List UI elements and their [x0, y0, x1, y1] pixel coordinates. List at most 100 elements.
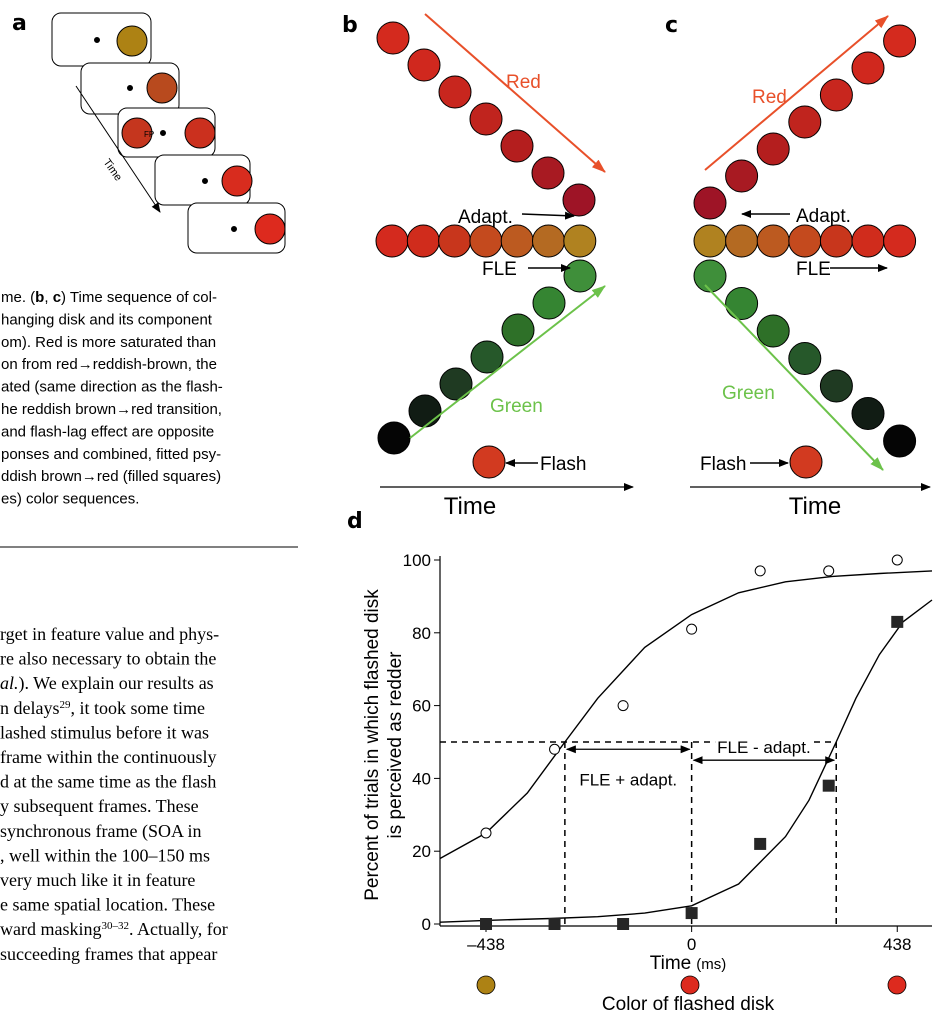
text-segment: ddish brown→red (filled squares)	[1, 468, 221, 485]
disk	[440, 368, 472, 400]
text-segment: . Actually, for	[129, 919, 228, 939]
disk	[563, 184, 595, 216]
text-segment: rget in feature value and phys-	[0, 624, 219, 644]
y-axis-label: Percent of trials in which flashed disk	[362, 589, 383, 901]
disk	[884, 425, 916, 457]
green-label: Green	[490, 396, 543, 417]
text-line: es) color sequences.	[1, 491, 139, 508]
fle-label: FLE	[796, 259, 831, 280]
text-segment: ated (same direction as the flash-	[1, 379, 223, 396]
panel-label: b	[342, 13, 358, 38]
data-point	[480, 918, 492, 930]
text-segment: he reddish brown→red transition,	[1, 401, 222, 418]
disk	[409, 395, 441, 427]
text-segment: 30–32	[101, 920, 129, 932]
disk	[852, 225, 884, 257]
text-line: n delays29, it took some time	[0, 698, 205, 718]
text-line: he reddish brown→red transition,	[1, 401, 222, 418]
disk	[789, 343, 821, 375]
color-swatch	[681, 976, 699, 994]
disk-sequences	[376, 22, 916, 478]
data-point	[686, 907, 698, 919]
text-segment: n delays	[0, 698, 59, 718]
text-segment: ponses and combined, fitted psy-	[1, 446, 221, 463]
text-segment: es) color sequences.	[1, 491, 139, 508]
disk	[820, 225, 852, 257]
text-segment: ). We explain our results as	[19, 673, 214, 694]
disk	[439, 76, 471, 108]
data-point	[823, 780, 835, 792]
disk	[376, 225, 408, 257]
disk	[564, 225, 596, 257]
x-tick-label: –438	[467, 935, 505, 954]
text-segment: al.	[0, 673, 19, 693]
disk	[185, 118, 215, 148]
text-segment: and flash-lag effect are opposite	[1, 423, 214, 440]
disk	[852, 52, 884, 84]
text-segment: very much like it in feature	[0, 870, 195, 890]
panel-label: d	[347, 509, 363, 534]
fixation	[128, 86, 133, 91]
body-text: rget in feature value and phys-re also n…	[0, 624, 228, 964]
disk	[502, 314, 534, 346]
text-segment: y subsequent frames. These	[0, 796, 199, 816]
text-segment: 29	[59, 699, 71, 711]
text-line: d at the same time as the flash	[0, 772, 216, 792]
text-segment: d at the same time as the flash	[0, 772, 216, 792]
fixation	[203, 179, 208, 184]
disk	[407, 225, 439, 257]
text-line: e same spatial location. These	[0, 895, 215, 915]
data-point	[891, 616, 903, 628]
panel-label: c	[665, 13, 678, 38]
text-line: frame within the continuously	[0, 747, 216, 767]
disk	[820, 370, 852, 402]
data-point	[687, 624, 697, 634]
text-segment: c	[53, 289, 61, 306]
disk	[694, 187, 726, 219]
figure-page: a b c d FP Time Red Adapt. FLE Green Fla…	[0, 0, 937, 1019]
fit-curve	[440, 600, 932, 922]
fixation	[95, 38, 100, 43]
fixation	[161, 131, 166, 136]
green-label: Green	[722, 383, 775, 404]
disk	[884, 225, 916, 257]
text-line: hanging disk and its component	[1, 311, 213, 328]
panel-label: a	[12, 11, 27, 36]
text-line: , well within the 100–150 ms	[0, 845, 210, 865]
data-point	[550, 744, 560, 754]
x-axis-label-2: Color of flashed disk	[602, 994, 775, 1015]
disk	[884, 25, 916, 57]
text-line: succeeding frames that appear	[0, 944, 217, 964]
y-axis-label: is perceived as redder	[385, 651, 406, 839]
color-swatch	[477, 976, 495, 994]
panel-a	[52, 13, 285, 253]
adapt-label: Adapt.	[796, 206, 851, 227]
text-line: al.). We explain our results as	[0, 673, 214, 694]
disk	[501, 225, 533, 257]
time-label: Time	[101, 157, 125, 184]
red-label: Red	[506, 72, 541, 93]
text-segment: om). Red is more saturated than	[1, 334, 216, 351]
data-point	[481, 828, 491, 838]
data-point	[618, 701, 628, 711]
disk	[255, 214, 285, 244]
disk	[726, 288, 758, 320]
text-segment: me. (	[1, 289, 35, 306]
text-line: very much like it in feature	[0, 870, 195, 890]
x-axis-label: Time(ms)	[650, 953, 727, 974]
disk	[533, 287, 565, 319]
chart: Percent of trials in which flashed disk …	[362, 551, 932, 1015]
disk	[470, 225, 502, 257]
disk	[532, 157, 564, 189]
text-segment: b	[35, 289, 44, 306]
text-segment: ,	[44, 289, 52, 306]
text-segment: , it took some time	[70, 698, 205, 718]
text-line: on from red→reddish-brown, the	[1, 356, 217, 373]
disk	[757, 225, 789, 257]
text-line: rget in feature value and phys-	[0, 624, 219, 644]
text-line: y subsequent frames. These	[0, 796, 199, 816]
text-segment: synchronous frame (SOA in	[0, 821, 201, 842]
disk	[473, 446, 505, 478]
text-segment: e same spatial location. These	[0, 895, 215, 915]
disk	[757, 133, 789, 165]
